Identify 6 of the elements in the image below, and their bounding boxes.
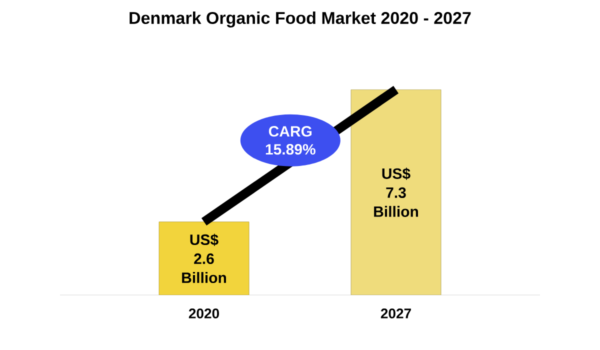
- data-label: US$ 2.6 Billion: [182, 234, 226, 284]
- chart-title: Denmark Organic Food Market 2020 - 2027: [130, 12, 471, 28]
- data-label: US$ 7.3 Billion: [374, 168, 418, 217]
- x-tick-label: 2020: [188, 308, 219, 318]
- x-tick-label: 2027: [380, 308, 411, 318]
- annotation: CARG 15.89%: [266, 126, 316, 155]
